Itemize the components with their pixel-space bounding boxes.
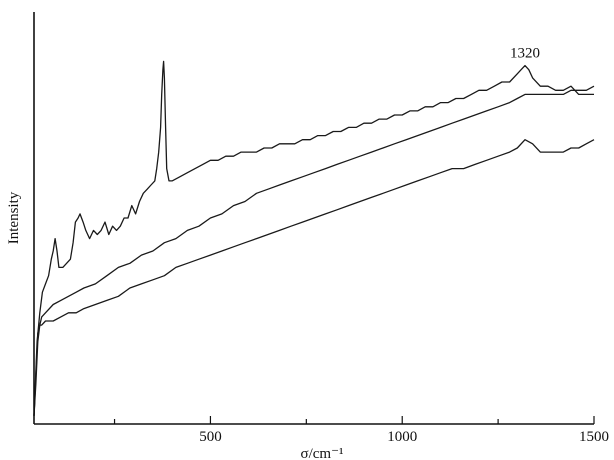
spectrum-line-3 [33,139,595,416]
annotation-group: 1320 [510,45,540,61]
spectrum-line-1 [33,60,594,416]
x-tick-label: 1000 [387,429,417,445]
x-tick-label-group: 500 1000 1500 [199,429,609,445]
y-axis-title: Intensity [6,191,22,244]
spectrum-line-2 [33,85,595,416]
plot-series-group [33,60,595,416]
x-tick-label: 1500 [579,429,609,445]
x-tick-label: 500 [199,429,222,445]
peak-annotation: 1320 [510,45,540,61]
x-axis-title: σ/cm⁻¹ [301,446,344,460]
x-tick-group [113,416,595,424]
